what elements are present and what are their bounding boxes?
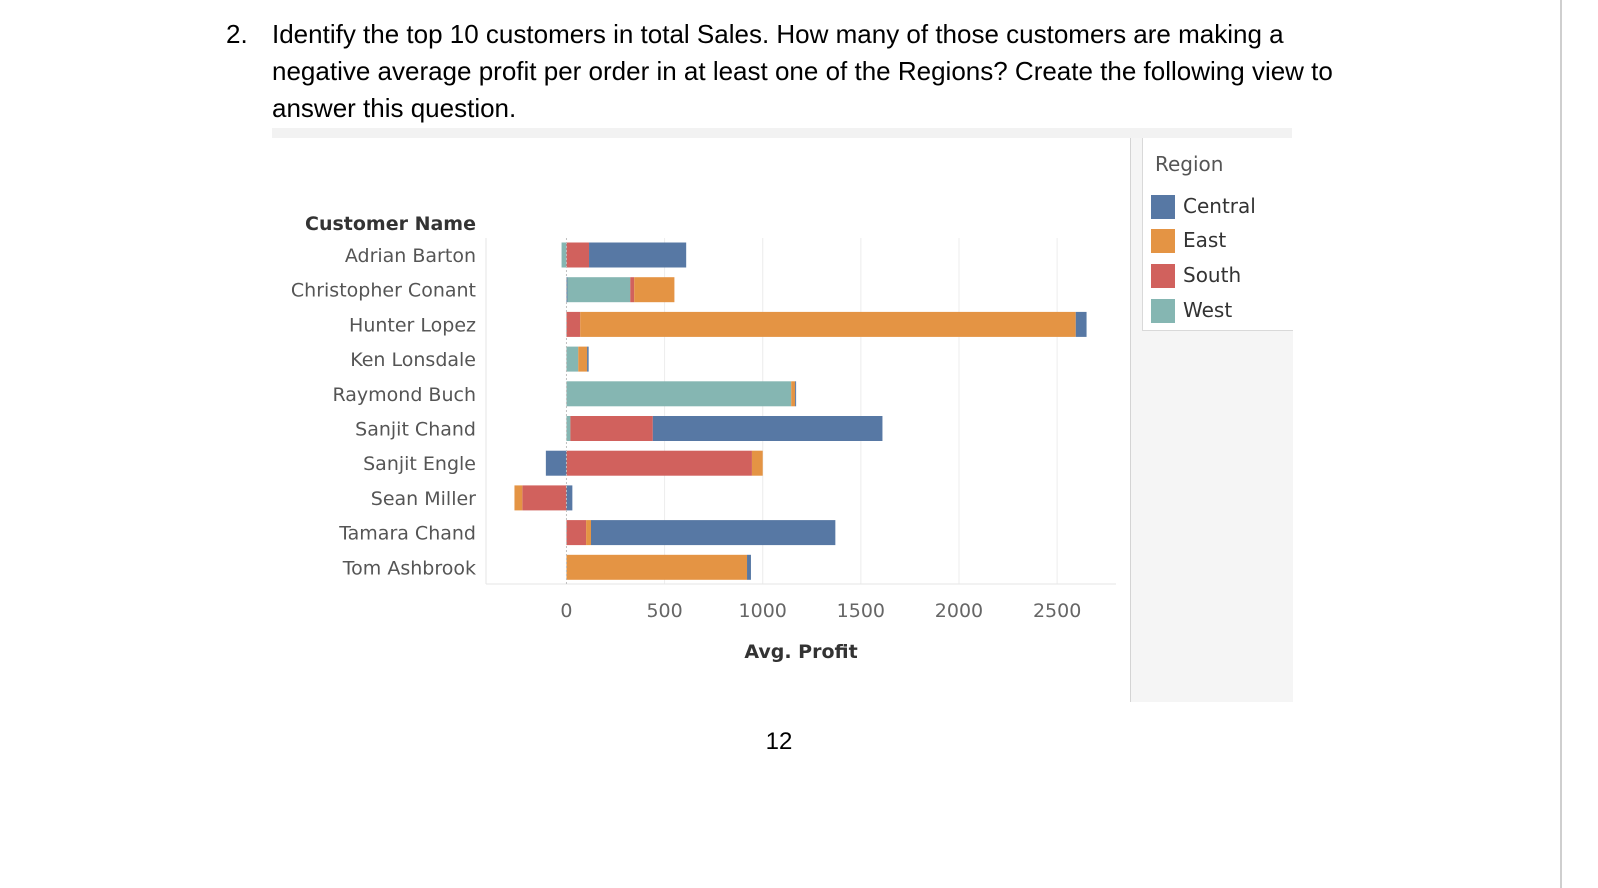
bar-raymond-buch-central (795, 381, 797, 407)
bar-hunter-lopez-south (566, 311, 581, 337)
legend-label-central: Central (1183, 194, 1256, 218)
bar-sanjit-chand-south (570, 416, 653, 441)
x-tick-500: 500 (646, 600, 682, 622)
bar-sean-miller-central (566, 485, 573, 511)
bar-tom-ashbrook-east (566, 554, 748, 580)
x-tick-1000: 1000 (739, 600, 787, 622)
x-tick-2000: 2000 (935, 600, 983, 622)
tableau-view: Customer Name Adrian Barton Christopher Co… (272, 128, 1293, 702)
bar-ken-lonsdale-central (587, 346, 589, 372)
bar-raymond-buch-west (566, 381, 792, 407)
row-label-sean-miller: Sean Miller (371, 488, 476, 510)
row-label-tom-ashbrook: Tom Ashbrook (342, 557, 476, 579)
question-number: 2. (226, 19, 248, 49)
bar-sean-miller-south (522, 485, 567, 511)
bar-adrian-barton-central (589, 242, 687, 268)
bar-tom-ashbrook-central (747, 554, 751, 580)
row-header: Customer Name (305, 213, 476, 235)
row-label-sanjit-chand: Sanjit Chand (355, 419, 476, 441)
bar-ken-lonsdale-west (566, 346, 579, 372)
legend-swatch-central (1151, 195, 1175, 219)
bar-adrian-barton-west (561, 242, 567, 268)
page-number: 12 (765, 728, 793, 755)
x-tick-0: 0 (560, 600, 572, 622)
bar-sanjit-chand-west (566, 416, 571, 441)
bar-hunter-lopez-central (1075, 311, 1087, 337)
region-legend: Region Central East South West (1142, 138, 1293, 331)
bar-sanjit-chand-central (652, 416, 883, 441)
row-label-christopher-conant: Christopher Conant (291, 280, 476, 302)
row-label-tamara-chand: Tamara Chand (338, 523, 476, 545)
x-tick-2500: 2500 (1033, 600, 1081, 622)
legend-swatch-east (1151, 229, 1175, 253)
x-tick-1500: 1500 (837, 600, 885, 622)
bar-sanjit-engle-south (566, 450, 752, 476)
avg-profit-bar-chart: Customer Name Adrian Barton Christopher Co… (291, 213, 1116, 663)
bar-adrian-barton-south (566, 242, 590, 268)
bar-christopher-conant-central (566, 277, 568, 303)
legend-swatch-west (1151, 299, 1175, 323)
legend-label-east: East (1183, 228, 1227, 252)
row-label-adrian-barton: Adrian Barton (345, 245, 476, 267)
bar-christopher-conant-west (567, 277, 631, 303)
row-label-raymond-buch: Raymond Buch (332, 384, 476, 406)
bar-tamara-chand-south (566, 520, 587, 546)
legend-swatch-south (1151, 264, 1175, 288)
bar-tamara-chand-central (591, 520, 836, 546)
bar-raymond-buch-east (791, 381, 796, 407)
page-edge-rule (1560, 0, 1562, 888)
bar-tamara-chand-east (586, 520, 591, 546)
x-axis-title: Avg. Profit (744, 641, 857, 663)
row-label-ken-lonsdale: Ken Lonsdale (350, 349, 476, 371)
bar-hunter-lopez-east (580, 311, 1076, 337)
view-toolbar-band (272, 128, 1292, 138)
legend-title: Region (1155, 152, 1224, 176)
bar-christopher-conant-east (634, 277, 675, 303)
row-label-hunter-lopez: Hunter Lopez (349, 314, 476, 336)
legend-label-south: South (1183, 263, 1242, 287)
bar-sean-miller-east (514, 485, 523, 511)
bar-christopher-conant-south (630, 277, 635, 303)
row-label-sanjit-engle: Sanjit Engle (363, 453, 476, 475)
bar-ken-lonsdale-east (578, 346, 588, 372)
bar-sanjit-engle-central (545, 450, 567, 476)
legend-label-west: West (1183, 298, 1233, 322)
bar-sanjit-engle-east (751, 450, 763, 476)
question-text: Identify the top 10 customers in total S… (272, 19, 1333, 123)
